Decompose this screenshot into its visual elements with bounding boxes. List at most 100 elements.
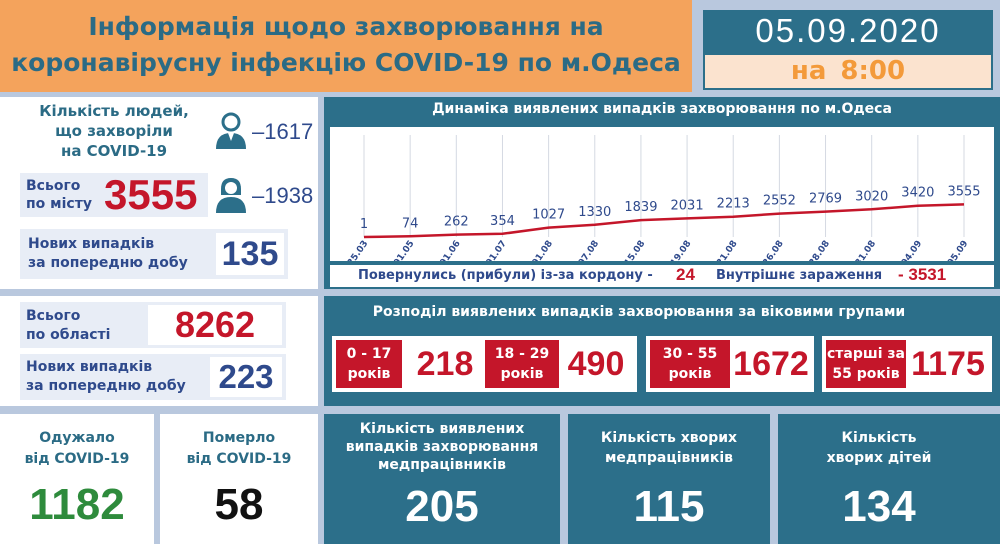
- medical-detected-line2: випадків захворювання: [345, 439, 539, 455]
- medical-sick-panel: Кількість хворих медпрацівників 115: [568, 414, 770, 544]
- x-tick-label: 21.08: [715, 239, 740, 261]
- x-tick-label: 05.09: [946, 239, 971, 261]
- medical-detected-value: 205: [405, 482, 479, 531]
- data-label: 2769: [809, 192, 842, 207]
- sick-label-line2: що захворіли: [55, 122, 173, 140]
- age-group-30-55: 30 - 55 років 1672: [646, 336, 814, 392]
- recovered-label: Одужало від COVID-19: [0, 428, 154, 470]
- header-title-line1: Інформація щодо захворювання на: [88, 12, 604, 41]
- x-tick-label: 01.07: [484, 239, 509, 261]
- age-group-0-17: 0 - 17 років 218: [332, 336, 492, 392]
- age-label-line1: 18 - 29: [494, 346, 550, 362]
- data-label: 3555: [947, 184, 980, 199]
- data-label: 354: [490, 214, 515, 229]
- header-title-line2: коронавірусну інфекцію COVID-19 по м.Оде…: [11, 48, 681, 77]
- region-new-label: Нових випадків за попередню добу: [26, 358, 186, 396]
- region-new-label-line2: за попередню добу: [26, 378, 186, 394]
- age-groups-title: Розподіл виявлених випадків захворювання…: [372, 304, 906, 320]
- time-prefix: на: [790, 56, 827, 86]
- chart-panel: Динаміка виявлених випадків захворювання…: [324, 97, 1000, 289]
- x-tick-label: 01.05: [392, 239, 417, 261]
- x-tick-label: 04.09: [900, 239, 925, 261]
- region-total-label-line1: Всього: [26, 308, 81, 324]
- header-title-panel: Інформація щодо захворювання на коронаві…: [0, 0, 692, 92]
- x-tick-label: 07.08: [577, 239, 602, 261]
- city-panel: Кількість людей, що захворіли на COVID-1…: [0, 97, 318, 289]
- children-label-line2: хворих дітей: [826, 450, 932, 466]
- city-total-value: 3555: [104, 171, 198, 218]
- age-label-line2: 55 років: [832, 366, 900, 382]
- children-value: 134: [842, 482, 916, 531]
- internal-value: - 3531: [898, 265, 947, 284]
- data-label: 74: [402, 216, 419, 231]
- chart-title: Динаміка виявлених випадків захворювання…: [432, 101, 892, 117]
- data-label: 2552: [763, 194, 796, 209]
- x-tick-label: 01.08: [531, 239, 556, 261]
- region-total-label-line2: по області: [26, 327, 111, 343]
- age-group-value: 1672: [730, 340, 812, 388]
- data-label: 3020: [855, 189, 888, 204]
- age-label-line2: років: [668, 366, 712, 382]
- female-count: –1938: [252, 183, 314, 208]
- region-total-label: Всього по області: [26, 307, 110, 345]
- medical-detected-line1: Кількість виявлених: [359, 421, 525, 437]
- city-new-label-line2: за попередню добу: [28, 255, 188, 271]
- x-tick-label: 15.08: [623, 239, 648, 261]
- returned-row: Повернулись (прибули) із-за кордону - 24…: [330, 265, 994, 287]
- sick-label-line3: на COVID-19: [60, 142, 168, 160]
- returned-label: Повернулись (прибули) із-за кордону -: [358, 268, 653, 283]
- age-group-label: 18 - 29 років: [485, 340, 559, 388]
- data-label: 1330: [578, 205, 611, 220]
- region-total-value: 8262: [148, 305, 282, 345]
- recovered-panel: Одужало від COVID-19 1182: [0, 414, 154, 544]
- region-new-label-line1: Нових випадків: [26, 359, 153, 375]
- medical-detected-panel: Кількість виявлених випадків захворюванн…: [324, 414, 560, 544]
- data-label: 3420: [901, 186, 934, 201]
- medical-detected-label: Кількість виявлених випадків захворюванн…: [324, 420, 560, 474]
- cases-line-chart: 1 74 262 354 1027 1330 1839 2031 2213 2552 2769 302…: [346, 135, 981, 268]
- age-label-line2: років: [347, 366, 391, 382]
- age-label-line2: років: [500, 366, 544, 382]
- data-label: 1027: [532, 208, 565, 223]
- died-label: Померло від COVID-19: [160, 428, 318, 470]
- male-count: –1617: [252, 119, 314, 144]
- sick-label-line1: Кількість людей,: [39, 102, 189, 120]
- report-date: 05.09.2020: [755, 12, 941, 49]
- x-tick-label: 19.08: [669, 239, 694, 261]
- data-label: 2213: [717, 197, 750, 212]
- city-total-box: Всього по місту 3555: [20, 171, 208, 218]
- data-label: 1839: [624, 200, 657, 215]
- city-total-label-line2: по місту: [26, 196, 92, 212]
- age-group-18-29: 18 - 29 років 490: [481, 336, 637, 392]
- age-group-label: 0 - 17 років: [336, 340, 402, 388]
- medical-sick-label: Кількість хворих медпрацівників: [568, 428, 770, 468]
- region-panel: Всього по області 8262 Нових випадків за…: [0, 296, 318, 406]
- female-person-icon: [216, 178, 246, 213]
- medical-sick-value: 115: [633, 482, 705, 531]
- children-panel: Кількість хворих дітей 134: [778, 414, 1000, 544]
- city-total-label: Всього по місту: [26, 177, 92, 213]
- age-group-value: 218: [402, 340, 488, 388]
- report-time-box: на 8:00: [705, 55, 991, 88]
- region-total-box: Всього по області 8262: [20, 302, 286, 348]
- internal-label: Внутрішнє зараження: [716, 268, 883, 283]
- city-total-label-line1: Всього: [26, 178, 81, 194]
- report-time: 8:00: [840, 56, 906, 86]
- x-tick-label: 28.08: [807, 239, 832, 261]
- medical-sick-line2: медпрацівників: [604, 450, 734, 466]
- died-value: 58: [214, 480, 264, 529]
- region-new-box: Нових випадків за попередню добу 223: [20, 354, 286, 400]
- sick-people-label: Кількість людей, що захворіли на COVID-1…: [24, 101, 204, 161]
- age-label-line1: 30 - 55: [662, 346, 718, 362]
- recovered-label-line1: Одужало: [39, 430, 115, 446]
- data-label: 2031: [671, 198, 704, 213]
- city-new-label-line1: Нових випадків: [28, 236, 155, 252]
- city-new-label: Нових випадків за попередню добу: [28, 235, 188, 273]
- x-tick-label: 26.08: [761, 239, 786, 261]
- x-tick-label: 25.03: [346, 239, 371, 261]
- x-tick-label: 01.06: [438, 239, 463, 261]
- medical-sick-line1: Кількість хворих: [600, 430, 738, 446]
- children-label-line1: Кількість: [841, 430, 917, 446]
- age-groups-panel: Розподіл виявлених випадків захворювання…: [324, 296, 1000, 406]
- age-label-line1: старші за: [826, 346, 905, 362]
